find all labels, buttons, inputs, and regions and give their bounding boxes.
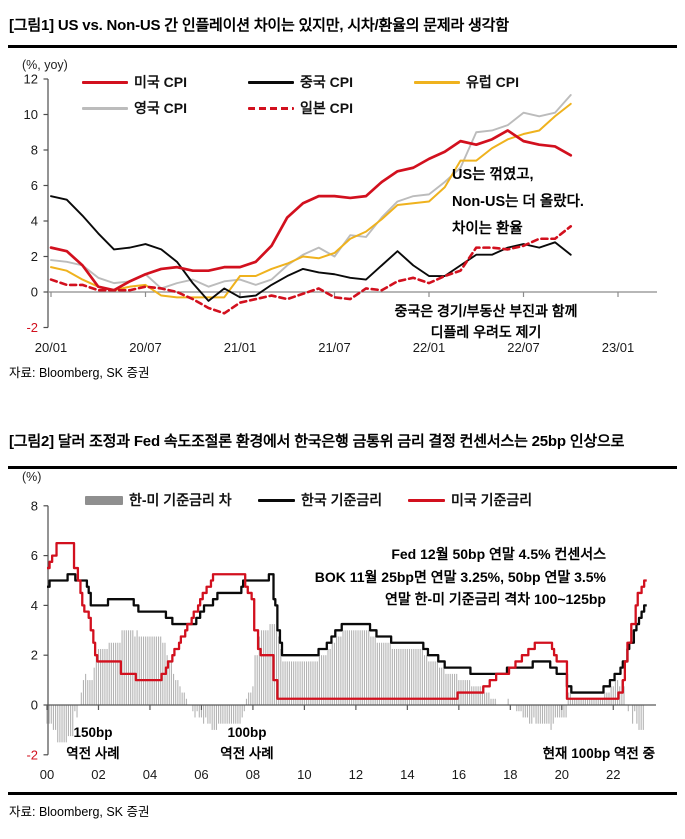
- legend-item-japan-cpi: 일본 CPI: [248, 100, 353, 116]
- x-tick-label: 18: [503, 767, 517, 782]
- y-tick-label: 2: [31, 648, 38, 663]
- legend-item-rate-gap: 한-미 기준금리 차: [85, 492, 232, 508]
- annotation-line: 현재 100bp 역전 중: [542, 746, 655, 761]
- y-tick-label: -2: [26, 747, 38, 762]
- europe-cpi-legend-label: 유럽 CPI: [466, 74, 519, 90]
- y-tick-label: 4: [31, 598, 38, 613]
- x-tick-label: 08: [246, 767, 260, 782]
- us-cpi-line-swatch: [82, 80, 128, 84]
- x-tick-label: 04: [143, 767, 157, 782]
- y-tick-label: -2: [26, 320, 38, 335]
- annotation-china-deflation: 중국은 경기/부동산 부진과 함께 디플레 우려도 제기: [390, 301, 582, 343]
- y-tick-label: 2: [31, 249, 38, 264]
- figure2-chart-area: -2 0 2 4 6 8 00 02 04 06 08 10 12 14 16 18 20 22 (%) 한-미 …: [0, 470, 685, 788]
- legend-item-uk-cpi: 영국 CPI: [82, 100, 187, 116]
- y-tick-label: 8: [31, 143, 38, 158]
- figure1-source: 자료: Bloomberg, SK 증권: [9, 366, 150, 380]
- annotation-line: BOK 11월 25bp면 연말 3.25%, 50bp 연말 3.5%: [314, 568, 606, 585]
- series-japan: [49, 225, 573, 315]
- annotation-150bp-inversion: 150bp 역전 사례: [48, 722, 138, 764]
- x-tick-label: 22: [606, 767, 620, 782]
- figure2-title: [그림2] 달러 조정과 Fed 속도조절론 환경에서 한국은행 금통위 금리 …: [9, 433, 625, 450]
- figure2-source: 자료: Bloomberg, SK 증권: [9, 805, 150, 819]
- figure1-title: [그림1] US vs. Non-US 간 인플레이션 차이는 있지만, 시차/…: [9, 17, 509, 34]
- us-rate-legend-label: 미국 기준금리: [451, 492, 533, 508]
- x-tick-label: 10: [297, 767, 311, 782]
- annotation-current-inversion: 현재 100bp 역전 중: [543, 742, 655, 762]
- x-tick-label: 02: [91, 767, 105, 782]
- annotation-line: Fed 12월 50bp 연말 4.5% 컨센서스: [391, 546, 606, 562]
- annotation-line: 연말 한-미 기준금리 격차 100~125bp: [384, 591, 606, 607]
- europe-cpi-line-swatch: [414, 80, 460, 84]
- china-cpi-line-swatch: [248, 80, 294, 84]
- y-tick-label: 6: [31, 178, 38, 193]
- us-rate-line-swatch: [408, 498, 445, 502]
- legend-item-korea-rate: 한국 기준금리: [258, 492, 382, 508]
- x-tick-label: 21/07: [318, 340, 351, 355]
- legend-item-us-cpi: 미국 CPI: [82, 74, 187, 90]
- series-china: [50, 195, 572, 302]
- x-tick-label: 12: [349, 767, 363, 782]
- x-tick-label: 22/01: [413, 340, 446, 355]
- x-tick-label: 14: [400, 767, 414, 782]
- figure1-unit-label: (%, yoy): [22, 58, 68, 72]
- y-tick-label: 10: [24, 107, 38, 122]
- annotation-line: 중국은 경기/부동산 부진과 함께: [394, 303, 578, 319]
- annotation-line: 150bp: [73, 725, 113, 740]
- y-tick-label: 0: [31, 285, 38, 300]
- rate-gap-bar-swatch: [85, 495, 123, 505]
- x-tick-label: 21/01: [224, 340, 257, 355]
- y-tick-label: 0: [31, 698, 38, 713]
- uk-cpi-line-swatch: [82, 106, 128, 110]
- x-tick-label: 00: [40, 767, 54, 782]
- y-tick-label: 8: [31, 498, 38, 513]
- uk-cpi-legend-label: 영국 CPI: [134, 100, 187, 116]
- annotation-line: 100bp: [227, 725, 267, 740]
- figure1-title-rule: [8, 45, 677, 48]
- annotation-line: 디플레 우려도 제기: [430, 324, 542, 340]
- annotation-line: US는 꺾였고,: [452, 167, 534, 183]
- annotation-100bp-inversion: 100bp 역전 사례: [202, 722, 292, 764]
- annotation-fed-bok-consensus: Fed 12월 50bp 연말 4.5% 컨센서스 BOK 11월 25bp면 …: [315, 543, 606, 611]
- series-us: [49, 129, 573, 292]
- y-tick-label: 6: [31, 548, 38, 563]
- bottom-rule: [8, 792, 677, 795]
- annotation-us-vs-nonus: US는 꺾였고, Non-US는 더 올랐다. 차이는 환율: [452, 162, 584, 243]
- series-korea: [47, 573, 647, 694]
- annotation-line: 역전 사례: [220, 746, 274, 761]
- x-tick-label: 20: [555, 767, 569, 782]
- x-tick-label: 20/01: [35, 340, 68, 355]
- y-tick-label: 4: [31, 214, 38, 229]
- series-europe: [50, 102, 572, 299]
- x-tick-label: 06: [194, 767, 208, 782]
- figure2-title-rule: [8, 466, 677, 469]
- legend-item-us-rate: 미국 기준금리: [408, 492, 532, 508]
- japan-cpi-dashed-swatch: [248, 106, 294, 110]
- us-cpi-legend-label: 미국 CPI: [134, 74, 187, 90]
- annotation-line: 역전 사례: [66, 746, 120, 761]
- cpi-line-chart: -2 0 2 4 6 8 10 12 20/01 20/07 21/01 21/07 22/01 22/0…: [24, 72, 657, 355]
- x-tick-label: 16: [452, 767, 466, 782]
- series-us: [47, 542, 647, 700]
- annotation-line: 차이는 환율: [452, 221, 523, 237]
- x-tick-label: 22/07: [507, 340, 540, 355]
- legend-item-europe-cpi: 유럽 CPI: [414, 74, 519, 90]
- figure1-chart-area: -2 0 2 4 6 8 10 12 20/01 20/07 21/01 21/07 22/01 22/0…: [0, 58, 685, 356]
- x-tick-label: 20/07: [129, 340, 162, 355]
- legend-item-china-cpi: 중국 CPI: [248, 74, 353, 90]
- rate-gap-legend-label: 한-미 기준금리 차: [129, 492, 232, 508]
- japan-cpi-legend-label: 일본 CPI: [300, 100, 353, 116]
- korea-rate-line-swatch: [258, 498, 295, 502]
- korea-rate-legend-label: 한국 기준금리: [301, 492, 383, 508]
- china-cpi-legend-label: 중국 CPI: [300, 74, 353, 90]
- x-tick-label: 23/01: [602, 340, 635, 355]
- annotation-line: Non-US는 더 올랐다.: [452, 194, 584, 210]
- figure2-unit-label: (%): [22, 470, 42, 484]
- y-tick-label: 12: [24, 72, 38, 87]
